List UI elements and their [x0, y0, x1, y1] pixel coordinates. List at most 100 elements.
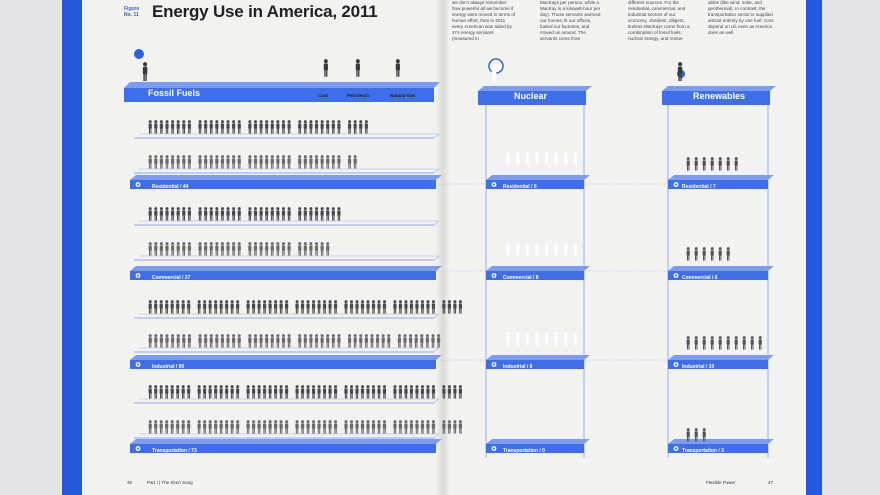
fossil-row-4-person-18 — [257, 300, 261, 314]
nuclear-row-0-person-4 — [545, 152, 549, 166]
fossil-row-5-person-25 — [303, 334, 307, 348]
fossil-row-4-person-21 — [274, 300, 278, 314]
fossil-row-6-person-42 — [404, 385, 408, 399]
fossil-shelf-transportation-badge-dot — [136, 447, 140, 450]
fossil-row-0-person-31 — [337, 120, 341, 134]
fossil-row-1-person-13 — [226, 155, 230, 169]
fossil-row-3-person-17 — [253, 242, 258, 256]
fossil-row-4-person-27 — [311, 300, 316, 314]
nuclear-row-2-person-0 — [506, 332, 510, 346]
fossil-row-4-person-13 — [225, 300, 229, 314]
fossil-row-2-person-1 — [154, 207, 158, 221]
fossil-row-5-person-17 — [253, 334, 258, 348]
fossil-row-1-person-29 — [326, 155, 330, 169]
fossil-row-1-person-19 — [265, 155, 269, 169]
renewables-mascot — [677, 62, 683, 82]
fossil-drop-icon — [134, 49, 144, 59]
fossil-row-2-person-20 — [270, 207, 274, 221]
fossil-row-7-person-13 — [225, 420, 229, 434]
renewables-row-0-person-3 — [710, 157, 714, 171]
fossil-row-4-person-38 — [377, 300, 381, 314]
nuclear-shelf-commercial-top — [486, 266, 590, 271]
renewables-row-2-person-1 — [694, 336, 698, 350]
fossil-row-2-person-26 — [309, 207, 313, 221]
fossil-row-5-person-37 — [375, 334, 380, 348]
fossil-row-5-person-40 — [397, 334, 401, 348]
nuclear-shelf-commercial-badge-dot — [492, 274, 496, 277]
fossil-row-4-person-22 — [279, 300, 283, 314]
fossil-row-1-person-26 — [309, 155, 313, 169]
fossil-row-1-person-17 — [253, 155, 258, 169]
renewables-row-2-person-8 — [750, 336, 754, 350]
nuclear-shelf-transportation — [486, 444, 584, 453]
fossil-row-3-person-6 — [182, 242, 186, 256]
renewables-row-2-person-0 — [686, 336, 690, 350]
renewables-row-0-person-2 — [702, 157, 706, 171]
fossil-row-3-person-22 — [281, 242, 286, 256]
fossil-row-7-person-33 — [349, 420, 354, 434]
fossil-row-0-person-29 — [326, 120, 330, 134]
fossil-row-1-person-12 — [220, 155, 225, 169]
fossil-row-1-person-1 — [154, 155, 158, 169]
fossil-row-7-person-38 — [377, 420, 381, 434]
fossil-row-6-person-2 — [159, 385, 163, 399]
nuclear-shelf-residential — [486, 180, 584, 189]
nuclear-header-band — [478, 91, 586, 105]
right-page — [442, 0, 806, 495]
fossil-shelf-commercial — [130, 271, 436, 280]
fossil-row-0-person-14 — [232, 120, 236, 134]
fossil-row-2-person-2 — [159, 207, 163, 221]
fossil-row-7-person-51 — [458, 420, 462, 434]
fossil-row-5-person-32 — [347, 334, 352, 348]
fossil-row-4-person-28 — [317, 300, 321, 314]
fossil-row-0-person-6 — [182, 120, 186, 134]
fossil-row-5-person-31 — [337, 334, 341, 348]
fossil-row-0-person-10 — [209, 120, 213, 134]
left-page-number: 46 — [127, 480, 133, 485]
fossil-row-6-person-40 — [393, 385, 397, 399]
fossil-row-7-person-26 — [306, 420, 310, 434]
fossil-row-2-person-21 — [276, 207, 280, 221]
fossil-row-5-person-20 — [270, 334, 274, 348]
fossil-row-5-person-21 — [276, 334, 280, 348]
nuclear-shelf-transportation-badge-dot — [492, 447, 496, 450]
fossil-row-0-person-34 — [359, 120, 363, 134]
renewables-shelf-industrial-badge-dot — [674, 363, 678, 366]
fossil-row-1-person-28 — [320, 155, 324, 169]
fossil-row-2-person-17 — [253, 207, 258, 221]
fossil-row-7-person-34 — [355, 420, 359, 434]
fossil-row-6-person-47 — [431, 385, 436, 399]
fossil-row-2-person-28 — [320, 207, 324, 221]
nuclear-shelf-label-residential: Residential / 8 — [503, 184, 537, 190]
fossil-row-6-person-4 — [170, 385, 174, 399]
fossil-row-2-person-6 — [182, 207, 186, 221]
fossil-row-1-person-18 — [259, 155, 263, 169]
fossil-thin-shelf-5-edge — [433, 347, 440, 353]
fossil-row-1-person-23 — [287, 155, 291, 169]
fossil-row-7-person-11 — [214, 420, 218, 434]
nuclear-row-1-person-3 — [535, 243, 539, 257]
fossil-shelf-residential — [130, 180, 436, 189]
fossil-shelf-transportation — [130, 444, 436, 453]
fossil-row-7-person-3 — [165, 420, 169, 434]
fossil-row-7-person-41 — [398, 420, 403, 434]
fossil-row-4-person-40 — [393, 300, 397, 314]
fossil-row-3-person-24 — [298, 242, 302, 256]
fossil-row-4-person-46 — [426, 300, 430, 314]
fossil-row-3-person-11 — [215, 242, 219, 256]
fossil-row-7-person-39 — [382, 420, 387, 434]
fossil-row-1-person-3 — [165, 155, 169, 169]
nuclear-header-top — [478, 86, 592, 91]
renewables-row-1-person-4 — [718, 247, 722, 261]
renewables-shelf-industrial — [668, 360, 768, 369]
fossil-row-6-person-45 — [420, 385, 425, 399]
renewables-shelf-industrial-top — [668, 355, 774, 360]
fossil-row-2-person-24 — [298, 207, 302, 221]
fossil-row-5-person-34 — [359, 334, 363, 348]
fossil-row-0-person-2 — [159, 120, 163, 134]
fossil-row-4-person-47 — [431, 300, 436, 314]
fossil-row-7-person-28 — [317, 420, 321, 434]
fossil-row-4-person-30 — [328, 300, 332, 314]
fossil-row-7-person-29 — [322, 420, 327, 434]
nuclear-row-0-person-5 — [554, 152, 558, 166]
